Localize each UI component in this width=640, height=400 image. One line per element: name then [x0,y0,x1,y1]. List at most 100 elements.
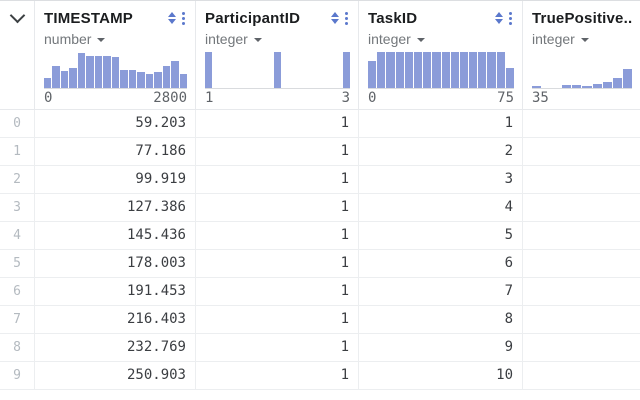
column-histogram [532,52,632,89]
histogram-bar [395,52,404,88]
table-row: 2 99.919 1 3 [0,166,640,194]
histogram-bar [487,52,496,88]
histogram-bar [582,85,592,88]
table-cell: 77.186 [34,138,195,165]
caret-down-icon [416,37,425,42]
histogram-bar [205,52,212,88]
row-index: 5 [13,256,21,271]
table-cell: 127.386 [34,194,195,221]
column-type-label: number [44,31,92,47]
sort-icon[interactable] [495,12,503,24]
table-cell: 59.203 [34,110,195,137]
table-cell [522,306,640,333]
column-menu-icon[interactable] [509,11,512,25]
histogram-bar [171,61,179,88]
histogram-bar [602,81,612,88]
histogram-bar [368,61,377,88]
table-cell: 4 [358,194,522,221]
column-menu-icon[interactable] [182,11,185,25]
column-controls [331,11,350,25]
table-cell: 2 [358,138,522,165]
histogram-bar [450,52,459,88]
histogram-bar [404,52,413,88]
caret-down-icon [253,37,262,42]
column-title: TaskID [368,9,418,27]
column-title: TruePositive... [532,9,632,27]
range-max-label: 3 [341,90,350,106]
row-index: 7 [13,312,21,327]
table-cell [522,110,640,137]
column-type-dropdown[interactable]: number [44,31,187,47]
table-header: TIMESTAMP number 0 2800 ParticipantID [0,1,640,110]
histogram-bar [120,70,128,88]
column-title-row: ParticipantID [205,9,350,27]
row-index: 0 [13,116,21,131]
range-min-label: 35 [532,90,549,106]
table-cell: 1 [358,110,522,137]
column-range-row: 0 75 [368,90,514,106]
histogram-bar [77,53,86,88]
table-cell: 250.903 [34,362,195,389]
column-header-timestamp: TIMESTAMP number 0 2800 [34,1,195,109]
column-type-dropdown[interactable]: integer [368,31,514,47]
range-max-label: 2800 [153,90,187,106]
histogram-bar [377,52,386,88]
table-row: 6 191.453 1 7 [0,278,640,306]
column-type-dropdown[interactable]: integer [205,31,350,47]
table-cell: 5 [358,222,522,249]
sort-icon[interactable] [331,12,339,24]
histogram-bar [60,70,69,88]
chevron-down-icon[interactable] [9,7,25,24]
column-title: TIMESTAMP [44,9,134,27]
range-max-label: 75 [497,90,514,106]
histogram-bar [612,77,622,88]
histogram-bar [478,52,487,88]
histogram-bar [162,65,171,88]
table-cell: 145.436 [34,222,195,249]
range-min-label: 0 [44,90,53,106]
histogram-bar [154,72,162,88]
column-type-dropdown[interactable]: integer [532,31,632,47]
table-cell: 6 [358,250,522,277]
histogram-bar [496,52,505,88]
table-cell: 1 [195,222,358,249]
table-row: 4 145.436 1 5 [0,222,640,250]
row-index: 1 [13,144,21,159]
table-cell [522,362,640,389]
table-cell: 1 [195,250,358,277]
row-index: 9 [13,368,21,383]
table-cell: 216.403 [34,306,195,333]
table-row: 5 178.003 1 6 [0,250,640,278]
table-cell: 10 [358,362,522,389]
column-controls [168,11,187,25]
column-range-row: 0 2800 [44,90,187,106]
row-index: 4 [13,228,21,243]
column-collapse-control[interactable] [0,1,34,109]
histogram-bar [505,68,514,88]
table-body: 0 59.203 1 1 1 77.186 1 2 2 99.919 1 3 3 127.386 1 4 4 14… [0,110,640,390]
histogram-bar [459,52,469,88]
table-cell: 1 [195,138,358,165]
histogram-bar [469,52,478,88]
table-cell [522,334,640,361]
column-histogram [368,52,514,89]
table-cell: 8 [358,306,522,333]
column-title: ParticipantID [205,9,301,27]
table-row: 8 232.769 1 9 [0,334,640,362]
histogram-bar [103,56,111,88]
histogram-bar [343,52,350,88]
histogram-bar [179,73,187,88]
table-cell [522,194,640,221]
histogram-bar [432,52,441,88]
table-cell: 9 [358,334,522,361]
histogram-bar [44,77,52,88]
table-cell: 1 [195,278,358,305]
histogram-bar [562,85,572,88]
column-title-row: TIMESTAMP [44,9,187,27]
sort-icon[interactable] [168,12,176,24]
histogram-bar [441,52,450,88]
column-histogram [205,52,350,89]
histogram-bar [592,83,602,88]
column-menu-icon[interactable] [345,11,348,25]
column-header-taskid: TaskID integer 0 75 [358,1,522,109]
